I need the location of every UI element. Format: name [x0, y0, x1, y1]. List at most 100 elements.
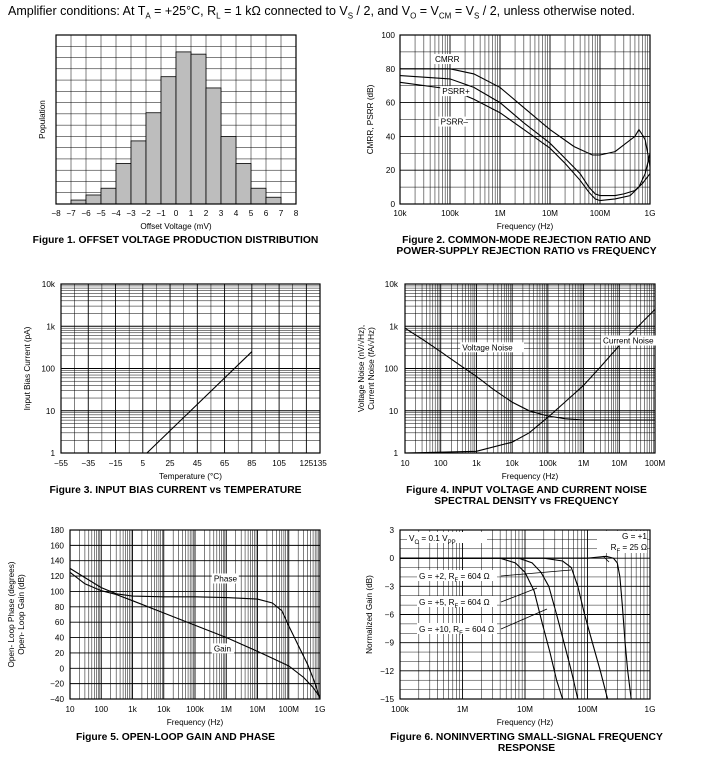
annotation-vo-part-0: V	[409, 534, 415, 543]
annotation-g1-part-0: R	[611, 543, 617, 552]
x-axis-label: Temperature (°C)	[159, 472, 222, 481]
y-tick-label-1: −12	[380, 667, 394, 676]
x-tick-label-6: 10M	[611, 459, 627, 468]
annotation-g5-bg	[417, 596, 497, 607]
annotation-g2-part-2: = 604 Ω	[458, 572, 489, 581]
y-axis-label: CMRR, PSRR (dB)	[366, 84, 375, 154]
curve-label-1-bg	[601, 335, 665, 346]
leader-line-g5	[500, 587, 538, 603]
plot-frame-5	[69, 529, 321, 700]
annotation-vo-part-2: = 0.1 V	[419, 534, 448, 543]
y-tick-label-5: 60	[55, 618, 65, 627]
x-tick-label-3: 5	[141, 459, 146, 468]
annotation-g5-part-0: G = +5, R	[419, 598, 455, 607]
y-tick-label-3: −6	[385, 611, 395, 620]
figure-3-panel: −55 −35 −15 5 25 45 65 85 105 125 135 1 10 100 1k 10k Te…	[0, 274, 351, 524]
annotation-g2-part-0: G = +2, R	[419, 572, 455, 581]
figure-2-panel: CMRR PSRR+ PSRR– 10k 100k 1M 10M 100M 1G 0 20 40 60 8…	[351, 24, 702, 274]
y-tick-label-4: 80	[386, 65, 396, 74]
series-line-1	[400, 557, 609, 700]
leader-line-g1	[602, 555, 610, 563]
x-tick-label-1: −7	[66, 209, 76, 218]
x-axis-label: Frequency (Hz)	[167, 718, 224, 727]
y-tick-label-2: 100	[384, 365, 398, 374]
x-tick-label-3: 10k	[157, 705, 171, 714]
histogram-bar-1	[85, 194, 102, 205]
series-line-0	[69, 567, 321, 700]
curve-label-1: PSRR+	[442, 87, 470, 96]
x-tick-label-4: −4	[111, 209, 121, 218]
series-line-0	[146, 351, 253, 454]
series-line-0	[400, 68, 651, 167]
x-tick-label-10: 2	[204, 209, 209, 218]
y-tick-label-3: 1k	[389, 322, 399, 331]
x-tick-label-0: 10k	[393, 209, 407, 218]
y-tick-label-5: 0	[389, 554, 394, 563]
plot-frame-4	[404, 283, 656, 454]
annotation-g10-part-0: G = +10, R	[419, 625, 459, 634]
annotation-g10-part-2: = 604 Ω	[463, 625, 494, 634]
x-axis-label: Frequency (Hz)	[497, 222, 554, 231]
x-tick-label-0: −55	[54, 459, 68, 468]
x-tick-label-2: −6	[81, 209, 91, 218]
figure-3-chart: −55 −35 −15 5 25 45 65 85 105 125 135 1 10 100 1k 10k Te…	[23, 280, 327, 481]
x-tick-label-8: 0	[174, 209, 179, 218]
x-tick-label-5: 45	[193, 459, 203, 468]
annotation-g2-part-1: F	[455, 578, 459, 584]
x-tick-label-8: 105	[272, 459, 286, 468]
x-tick-label-6: 10M	[250, 705, 266, 714]
y-axis-label: Input Bias Current (pA)	[23, 326, 32, 410]
annotation-g2-bg	[417, 570, 497, 581]
x-tick-label-3: 10M	[542, 209, 558, 218]
x-tick-label-2: 10M	[517, 705, 533, 714]
x-tick-label-4: 25	[165, 459, 175, 468]
annotation-vo-part-1: O	[414, 540, 419, 546]
y-tick-label-7: 100	[50, 587, 64, 596]
x-tick-label-2: −15	[109, 459, 123, 468]
y-tick-label-4: 40	[55, 634, 65, 643]
histogram-bar-11	[235, 163, 252, 205]
histogram-bar-4	[130, 140, 147, 205]
y-tick-label-6: 80	[55, 603, 65, 612]
series-line-0	[404, 327, 655, 421]
x-tick-label-6: 65	[220, 459, 230, 468]
histogram-bar-6	[160, 76, 177, 205]
y-tick-label-1: −20	[50, 680, 64, 689]
curve-label-0-bg	[432, 54, 456, 65]
page-header: Amplifier conditions: At TA = +25°C, RL …	[8, 4, 635, 21]
curve-label-2: PSRR–	[441, 118, 469, 127]
curve-label-1: Current Noise	[603, 337, 654, 346]
annotation-g1-line2: RF = 25 Ω	[611, 543, 647, 555]
leader-line-g10	[500, 608, 548, 630]
figure-1-panel: −8 −7 −6 −5 −4 −3 −2 −1 0 1 2 3 4 5 6 7 8 Offset Voltage …	[0, 24, 351, 274]
y-axis-label-1: Open- Loop Phase (degrees)	[7, 561, 16, 667]
annotation-g5-part-2: = 604 Ω	[458, 598, 489, 607]
histogram-bar-7	[175, 51, 192, 205]
x-tick-label-3: 10k	[506, 459, 520, 468]
y-tick-label-8: 120	[50, 572, 64, 581]
x-axis-label: Offset Voltage (mV)	[140, 222, 212, 231]
x-tick-label-5: 1M	[578, 459, 590, 468]
x-tick-label-10: 135	[313, 459, 327, 468]
annotation-g10-part-1: F	[459, 631, 463, 637]
curve-label-2-bg	[438, 116, 466, 127]
curve-label-0: Phase	[214, 574, 238, 583]
histogram-bar-5	[145, 112, 162, 205]
histogram-bar-13	[265, 196, 282, 205]
y-tick-label-6: 3	[389, 526, 394, 535]
y-tick-label-2: 40	[386, 132, 396, 141]
x-tick-label-2: 1k	[128, 705, 138, 714]
y-tick-label-4: −3	[385, 582, 395, 591]
x-tick-label-7: 100M	[279, 705, 300, 714]
figure-2-caption: Figure 2. COMMON-MODE REJECTION RATIO AN…	[396, 235, 657, 257]
x-tick-label-16: 8	[294, 209, 299, 218]
y-tick-label-0: 1	[393, 449, 398, 458]
y-tick-label-3: 20	[55, 649, 65, 658]
x-tick-label-7: 85	[247, 459, 257, 468]
x-tick-label-2: 1k	[472, 459, 482, 468]
y-axis-label-2: Current Noise (fA/√Hz)	[367, 327, 376, 410]
leader-line-g2	[500, 569, 572, 577]
histogram-bar-3	[115, 163, 132, 205]
histogram-bar-9	[205, 87, 222, 205]
